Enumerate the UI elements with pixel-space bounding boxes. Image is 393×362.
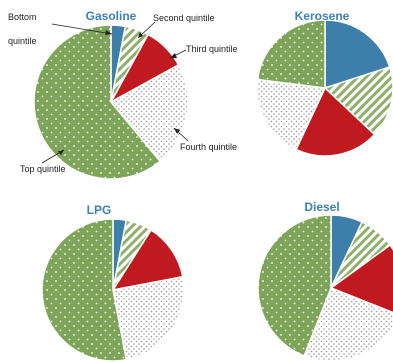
fourth-quintile-slice — [112, 275, 185, 361]
leader-bottom — [51, 23, 113, 35]
third-quintile-slice — [295, 86, 376, 157]
chart-title-lpg: LPG — [87, 203, 112, 217]
fourth-quintile-slice — [303, 287, 393, 362]
callout-arrowheads — [58, 30, 180, 155]
chart-title-kerosene: Kerosene — [295, 9, 350, 23]
kerosene-pie — [256, 19, 393, 157]
chart-title-gasoline: Gasoline — [86, 9, 137, 23]
arrowhead-third — [170, 53, 177, 58]
lpg-pie — [41, 218, 185, 362]
bottom-quintile-slice — [324, 19, 391, 90]
diesel-pie — [257, 214, 393, 362]
callout-third-quintile: Third quintile — [186, 44, 238, 54]
top-quintile-slice — [33, 24, 162, 180]
callout-top-quintile: Top quintile — [20, 164, 66, 174]
top-quintile-slice — [256, 19, 326, 89]
arrowhead-top — [58, 150, 64, 155]
callout-fourth-quintile: Fourth quintile — [180, 142, 237, 152]
third-quintile-slice — [329, 244, 393, 314]
second-quintile-slice — [323, 66, 393, 136]
top-quintile-slice — [257, 214, 332, 357]
callout-bottom-quintile: Bottom quintile — [8, 12, 39, 46]
third-quintile-slice — [111, 229, 184, 292]
top-quintile-slice — [41, 218, 128, 362]
arrowhead-fourth — [174, 128, 180, 134]
callout-second-quintile: Second quintile — [153, 13, 215, 23]
gasoline-pie — [33, 24, 189, 180]
chart-title-diesel: Diesel — [304, 200, 339, 214]
fourth-quintile-slice — [256, 78, 327, 151]
arrowhead-bottom — [105, 30, 112, 35]
fourth-quintile-slice — [109, 63, 189, 163]
arrowhead-second — [138, 32, 143, 38]
